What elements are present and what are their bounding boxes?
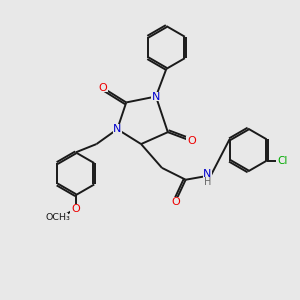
FancyBboxPatch shape: [203, 169, 212, 178]
FancyBboxPatch shape: [70, 204, 81, 213]
FancyBboxPatch shape: [204, 178, 211, 185]
Text: O: O: [98, 82, 107, 93]
Text: Cl: Cl: [278, 156, 288, 166]
Text: OCH₃: OCH₃: [45, 213, 70, 222]
FancyBboxPatch shape: [97, 83, 108, 92]
FancyBboxPatch shape: [170, 197, 181, 207]
Text: O: O: [171, 197, 180, 207]
Text: N: N: [203, 169, 212, 179]
FancyBboxPatch shape: [112, 124, 122, 134]
Text: N: N: [152, 92, 160, 101]
Text: H: H: [204, 177, 211, 187]
FancyBboxPatch shape: [151, 92, 161, 101]
FancyBboxPatch shape: [186, 136, 197, 146]
FancyBboxPatch shape: [47, 213, 68, 222]
FancyBboxPatch shape: [276, 156, 290, 166]
Text: N: N: [113, 124, 122, 134]
Text: O: O: [71, 204, 80, 214]
Text: O: O: [187, 136, 196, 146]
